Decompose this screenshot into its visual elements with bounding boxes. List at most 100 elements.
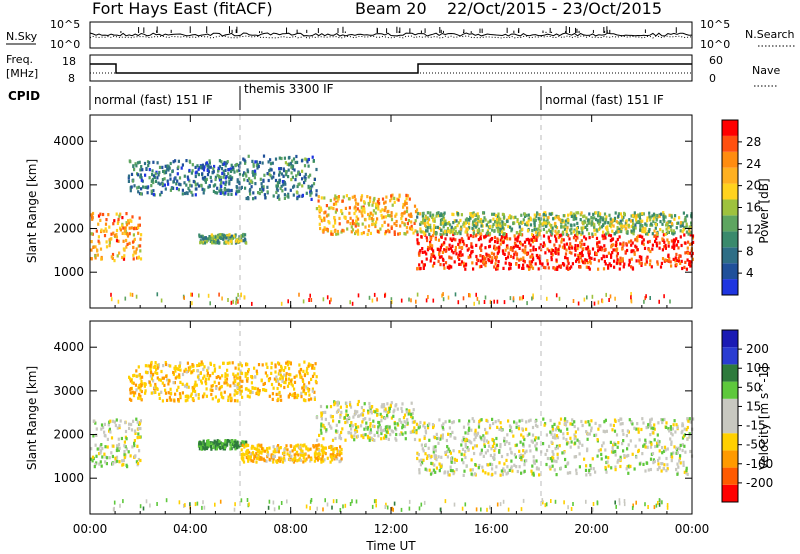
power-ground-cell: [124, 296, 127, 301]
power-cell: [557, 235, 560, 240]
velocity-cell: [405, 408, 408, 412]
power-cell: [92, 245, 95, 249]
velocity-cell: [426, 423, 430, 427]
velocity-cell: [515, 421, 518, 425]
power-cell: [230, 241, 233, 245]
velocity-cell: [260, 457, 263, 461]
power-cell: [233, 234, 236, 238]
velocity-cell: [619, 422, 622, 426]
power-cell: [504, 261, 507, 265]
power-cell: [473, 219, 476, 223]
velocity-cell: [432, 468, 435, 472]
power-cell: [675, 226, 678, 230]
power-cell: [442, 215, 445, 219]
power-cell: [263, 173, 266, 177]
velocity-cell: [131, 445, 134, 449]
velocity-cell: [276, 460, 279, 464]
velocity-cell: [329, 460, 332, 464]
velocity-cell: [229, 393, 232, 397]
velocity-cell: [551, 450, 554, 454]
velocity-cell: [278, 456, 281, 460]
power-cell: [574, 234, 577, 238]
power-cell: [185, 159, 188, 163]
velocity-cell: [386, 402, 389, 406]
power-cell: [681, 266, 684, 271]
power-cell: [233, 170, 236, 174]
power-cell: [483, 216, 486, 220]
velocity-cell: [447, 447, 450, 451]
velocity-cell: [464, 445, 467, 449]
power-cell: [164, 170, 168, 175]
velocity-cell: [268, 446, 271, 450]
power-cell: [423, 218, 427, 223]
power-cell: [515, 244, 518, 248]
velocity-cell: [313, 372, 316, 376]
power-cell: [102, 229, 105, 233]
velocity-cell: [358, 414, 361, 418]
power-cell: [661, 257, 665, 261]
freq-left-tick-bottom: 8: [68, 72, 75, 85]
velocity-cell: [250, 381, 253, 385]
velocity-cell: [680, 431, 683, 435]
power-cell: [269, 162, 273, 166]
velocity-cell: [681, 443, 684, 447]
power-cell: [335, 208, 338, 212]
power-cell: [275, 184, 278, 188]
power-cell: [464, 230, 467, 234]
velocity-cell: [176, 388, 179, 392]
velocity-cell: [253, 456, 256, 460]
power-cell: [218, 189, 221, 193]
velocity-cell: [631, 422, 634, 426]
velocity-cell: [311, 387, 314, 391]
velocity-cell: [183, 384, 187, 388]
velocity-cell: [130, 428, 134, 432]
power-cell: [406, 230, 409, 234]
velocity-cell: [658, 466, 661, 470]
power-cell: [667, 244, 670, 248]
power-cell: [556, 265, 559, 269]
velocity-cell: [313, 390, 316, 394]
power-cell: [527, 213, 530, 217]
velocity-cell: [682, 463, 685, 467]
power-cell: [440, 243, 443, 247]
power-cell: [689, 233, 692, 237]
power-cell: [443, 229, 447, 234]
velocity-cell: [418, 459, 421, 463]
power-cell: [337, 197, 340, 201]
power-cell: [203, 165, 206, 169]
velocity-cell: [217, 375, 220, 379]
power-cell: [171, 169, 174, 174]
velocity-cell: [305, 369, 308, 373]
power-cell: [645, 232, 648, 236]
power-cell: [399, 224, 402, 228]
power-cell: [426, 211, 429, 215]
velocity-cell: [145, 371, 149, 375]
power-cell: [447, 247, 451, 251]
velocity-cell: [293, 391, 296, 396]
power-cell: [623, 224, 626, 228]
power-cell: [309, 188, 312, 192]
velocity-cell: [293, 395, 296, 399]
power-cell: [567, 218, 570, 222]
velocity-cell: [96, 447, 99, 451]
power-cell: [176, 172, 179, 176]
power-cell: [483, 257, 486, 261]
velocity-cell: [689, 420, 692, 424]
velocity-cell: [433, 453, 436, 457]
velocity-cell: [506, 471, 509, 475]
power-cell: [362, 231, 365, 235]
power-cell: [544, 266, 547, 270]
velocity-cell: [329, 445, 332, 449]
velocity-cell: [689, 449, 692, 454]
power-cell: [122, 247, 125, 251]
velocity-cell: [166, 378, 169, 382]
velocity-cell: [666, 447, 669, 451]
power-cell: [485, 252, 488, 256]
velocity-cell: [249, 455, 252, 459]
velocity-cell: [210, 392, 213, 397]
velocity-cell: [686, 472, 689, 476]
noise-panel: N.Sky 10^5 10^0 10^5 10^0 N.Search: [6, 18, 796, 51]
power-cell: [619, 256, 622, 260]
velocity-cell: [234, 447, 237, 451]
velocity-cell: [161, 399, 164, 403]
